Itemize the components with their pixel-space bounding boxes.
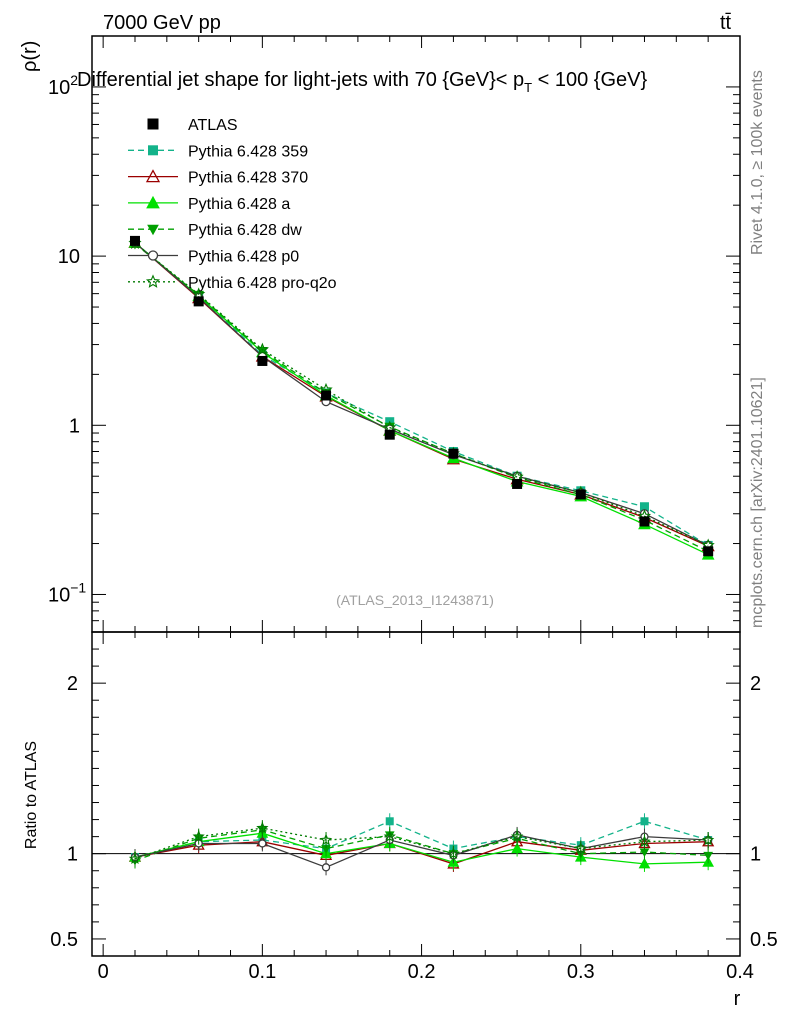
- ratio-series-point: [511, 842, 523, 854]
- ratio-series-point: [638, 835, 651, 847]
- legend-marker: [148, 145, 158, 156]
- ratio-series-line: [134, 829, 709, 862]
- ratio-panel-frame: [91, 631, 741, 957]
- ratio-y-tick-label: 1: [67, 844, 78, 866]
- main-y-axis-label: ρ(r): [19, 41, 41, 72]
- ratio-y-axis-label: Ratio to ATLAS: [23, 741, 40, 849]
- legend-marker: [147, 224, 159, 236]
- analysis-watermark: (ATLAS_2013_I1243871): [336, 592, 494, 608]
- x-tick-label: 0.4: [726, 961, 754, 983]
- legend-label: Pythia 6.428 p0: [188, 249, 299, 266]
- ratio-series-point: [256, 821, 269, 834]
- ratio-y-tick-label: 2: [67, 673, 78, 695]
- mcplots-source-label: mcplots.cern.ch [arXiv:2401.10621]: [749, 377, 766, 628]
- x-axis-label: r: [734, 988, 741, 1010]
- series-point: [255, 342, 269, 356]
- data-point: [257, 355, 268, 366]
- plot-title: Differential jet shape for light-jets wi…: [77, 69, 647, 95]
- series-line: [134, 242, 709, 556]
- data-point: [321, 390, 332, 401]
- legend-marker: [146, 195, 160, 209]
- x-tick-label: 0.3: [567, 961, 595, 983]
- series-line: [134, 243, 709, 552]
- main-y-tick-label: 1: [69, 415, 80, 437]
- data-point: [193, 296, 204, 307]
- data-point: [575, 489, 586, 500]
- data-point: [448, 448, 459, 459]
- data-point: [384, 429, 395, 440]
- legend-marker: [145, 274, 161, 288]
- ratio-series-line: [134, 832, 709, 865]
- legend-marker: [145, 169, 161, 183]
- ratio-series-point: [702, 833, 715, 846]
- ratio-series-point: [638, 857, 651, 869]
- ratio-series-line: [134, 820, 709, 858]
- legend-label: Pythia 6.428 pro-q2o: [188, 275, 337, 292]
- x-axis-ticks: 0 0.1 0.2 0.3 0.4: [98, 36, 754, 983]
- x-tick-label: 0.1: [248, 961, 276, 983]
- legend-label: Pythia 6.428 370: [188, 170, 308, 187]
- legend-marker: [147, 118, 159, 130]
- ratio-series-point: [510, 830, 524, 842]
- legend-marker: [147, 250, 159, 261]
- ratio-series-line: [134, 834, 709, 869]
- ratio-series-point: [258, 839, 267, 848]
- legend-label: Pythia 6.428 a: [188, 196, 290, 213]
- data-point: [129, 235, 140, 246]
- ratio-y-tick-label-right: 0.5: [750, 929, 778, 951]
- ratio-series-point: [640, 817, 649, 826]
- series-line: [134, 242, 709, 546]
- energy-label: 7000 GeV pp: [103, 12, 221, 34]
- series-point: [639, 502, 649, 512]
- data-point: [512, 478, 523, 489]
- rivet-version-label: Rivet 4.1.0, ≥ 100k events: [749, 70, 766, 255]
- series-line: [134, 242, 709, 546]
- ratio-y-tick-label-right: 1: [750, 844, 761, 866]
- ratio-series-point: [192, 830, 205, 842]
- x-tick-label: 0.2: [408, 961, 436, 983]
- data-point: [703, 546, 714, 557]
- process-label: tt̄: [720, 12, 732, 34]
- ratio-series-point: [128, 852, 142, 864]
- main-axis-ticks: 10−1 1 10 102: [48, 35, 740, 633]
- ratio-y-tick-label-right: 2: [750, 673, 761, 695]
- main-plot-area: [128, 235, 715, 560]
- data-point: [639, 516, 650, 527]
- ratio-series-point: [385, 817, 394, 826]
- legend: ATLAS Pythia 6.428 359 Pythia 6.428 370 Pyt…: [128, 117, 337, 292]
- legend-label: Pythia 6.428 dw: [188, 222, 302, 239]
- ratio-series-point: [383, 830, 396, 842]
- legend-label: ATLAS: [188, 117, 238, 134]
- series-line: [134, 242, 709, 546]
- x-tick-label: 0: [98, 961, 109, 983]
- ratio-series-point: [321, 863, 331, 872]
- ratio-axis-ticks: 0.5 0.5 1 1 2 2: [50, 648, 778, 951]
- ratio-series-point: [703, 851, 714, 861]
- legend-label: Pythia 6.428 359: [188, 143, 308, 160]
- ratio-series-point: [574, 842, 587, 854]
- ratio-series-point: [447, 847, 460, 859]
- ratio-y-tick-label: 0.5: [50, 929, 78, 951]
- main-y-tick-label: 102: [48, 72, 78, 99]
- ratio-plot-area: [128, 813, 715, 876]
- ratio-series-point: [319, 833, 333, 846]
- main-y-tick-label: 10−1: [48, 579, 86, 606]
- main-y-tick-label: 10: [58, 246, 80, 268]
